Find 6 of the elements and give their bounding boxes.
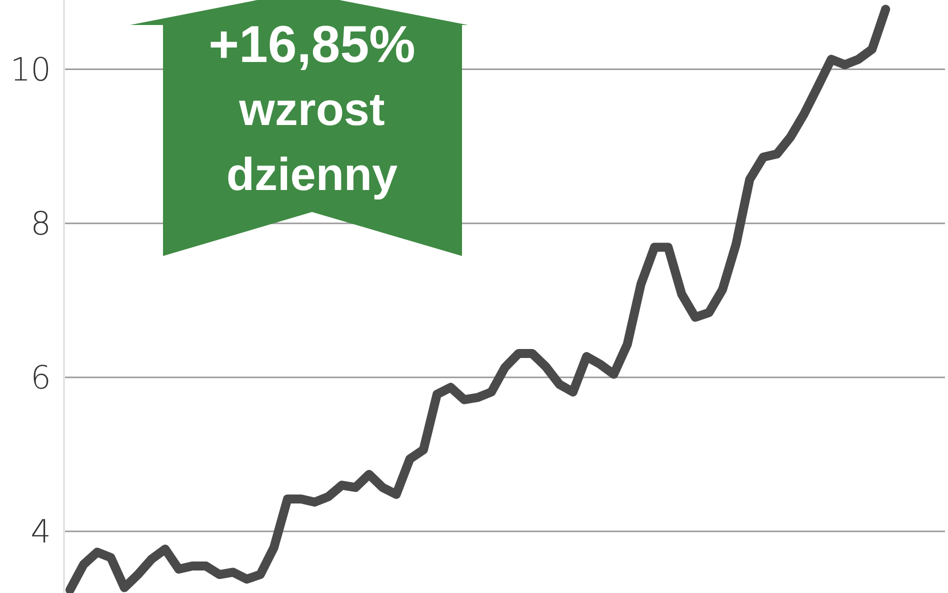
y-tick-label: 8 [30, 204, 51, 243]
y-tick-label: 10 [10, 50, 51, 89]
y-tick-label: 6 [30, 358, 51, 397]
annotation: +16,85% [208, 16, 416, 74]
annotation: wzrost dzienny [226, 83, 398, 200]
y-tick-label: 4 [30, 512, 51, 551]
